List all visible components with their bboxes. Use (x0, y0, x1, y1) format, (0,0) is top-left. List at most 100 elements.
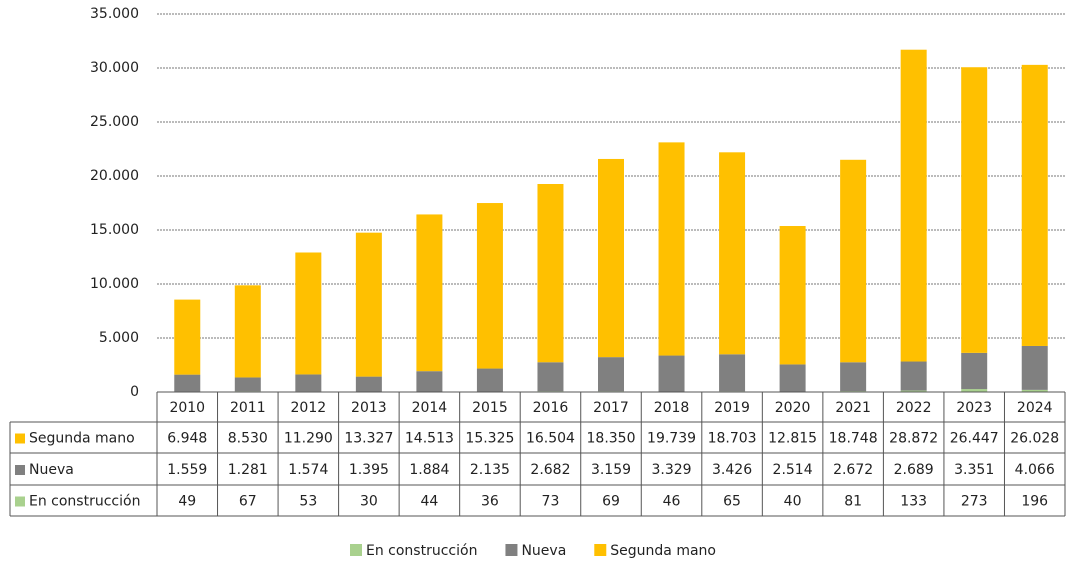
y-tick-label: 10.000 (90, 276, 139, 292)
table-cell: 11.290 (284, 431, 333, 447)
table-cell: 46 (663, 494, 681, 510)
legend-label: Segunda mano (610, 543, 716, 559)
bar (235, 377, 261, 391)
legend-label: En construcción (366, 543, 477, 559)
table-cell: 1.574 (288, 462, 328, 478)
table-cell: 19.739 (647, 431, 696, 447)
legend-label: Nueva (521, 543, 566, 559)
table-cell: 2.689 (894, 462, 934, 478)
table-cell: 3.351 (954, 462, 994, 478)
table-cell: 3.426 (712, 462, 752, 478)
bar (598, 159, 624, 357)
bar (537, 362, 563, 391)
bar (477, 203, 503, 369)
table-cell: 18.703 (708, 431, 757, 447)
bar (295, 374, 321, 391)
bar (1022, 346, 1048, 390)
bar (780, 226, 806, 364)
x-tick-label: 2022 (896, 400, 932, 416)
x-tick-label: 2014 (412, 400, 448, 416)
y-tick-label: 30.000 (90, 60, 139, 76)
bar (477, 369, 503, 392)
table-cell: 53 (299, 494, 317, 510)
table-cell: 15.325 (465, 431, 514, 447)
bar (961, 353, 987, 389)
bar (901, 362, 927, 391)
table-cell: 1.884 (409, 462, 449, 478)
y-tick-label: 25.000 (90, 114, 139, 130)
table-cell: 2.682 (530, 462, 570, 478)
table-cell: 133 (900, 494, 927, 510)
y-tick-label: 20.000 (90, 168, 139, 184)
table-cell: 3.329 (651, 462, 691, 478)
table-cell: 26.447 (950, 431, 999, 447)
table-cell: 12.815 (768, 431, 817, 447)
table-cell: 73 (542, 494, 560, 510)
bar (961, 67, 987, 353)
bar (416, 214, 442, 371)
bar (416, 371, 442, 391)
x-tick-label: 2017 (593, 400, 629, 416)
x-tick-label: 2013 (351, 400, 387, 416)
x-tick-label: 2018 (654, 400, 690, 416)
bar (174, 300, 200, 375)
legend-key (505, 544, 517, 556)
bar (537, 184, 563, 362)
x-tick-label: 2019 (714, 400, 750, 416)
row-key (15, 497, 25, 507)
x-tick-label: 2016 (533, 400, 569, 416)
bar (659, 142, 685, 355)
x-tick-label: 2011 (230, 400, 266, 416)
y-tick-label: 0 (130, 384, 139, 400)
bar (1022, 65, 1048, 346)
table-cell: 196 (1021, 494, 1048, 510)
bar (659, 356, 685, 392)
bar (719, 354, 745, 391)
table-cell: 6.948 (167, 431, 207, 447)
y-tick-label: 15.000 (90, 222, 139, 238)
table-cell: 8.530 (228, 431, 268, 447)
legend-key (594, 544, 606, 556)
table-cell: 44 (420, 494, 438, 510)
table-cell: 2.672 (833, 462, 873, 478)
table-cell: 273 (961, 494, 988, 510)
x-tick-label: 2012 (291, 400, 327, 416)
bar (840, 362, 866, 391)
table-cell: 4.066 (1015, 462, 1055, 478)
table-cell: 67 (239, 494, 257, 510)
y-tick-label: 35.000 (90, 6, 139, 22)
x-tick-label: 2023 (956, 400, 992, 416)
bar (174, 375, 200, 392)
table-cell: 14.513 (405, 431, 454, 447)
x-tick-label: 2010 (169, 400, 205, 416)
table-cell: 13.327 (344, 431, 393, 447)
table-cell: 40 (784, 494, 802, 510)
bar (719, 152, 745, 354)
table-cell: 3.159 (591, 462, 631, 478)
row-key (15, 434, 25, 444)
table-cell: 49 (178, 494, 196, 510)
row-label: Segunda mano (29, 431, 135, 447)
bar (295, 252, 321, 374)
table-cell: 65 (723, 494, 741, 510)
table-cell: 36 (481, 494, 499, 510)
x-tick-label: 2020 (775, 400, 811, 416)
row-label: En construcción (29, 494, 140, 510)
bar (356, 233, 382, 377)
table-cell: 69 (602, 494, 620, 510)
table-cell: 18.748 (829, 431, 878, 447)
table-cell: 2.514 (773, 462, 813, 478)
y-tick-label: 5.000 (99, 330, 139, 346)
table-cell: 81 (844, 494, 862, 510)
bar (356, 377, 382, 392)
table-cell: 18.350 (587, 431, 636, 447)
bar (901, 50, 927, 362)
bar (840, 160, 866, 362)
legend-key (350, 544, 362, 556)
x-tick-label: 2024 (1017, 400, 1053, 416)
table-cell: 30 (360, 494, 378, 510)
bar (780, 364, 806, 391)
table-cell: 1.559 (167, 462, 207, 478)
table-cell: 16.504 (526, 431, 575, 447)
bar (598, 357, 624, 391)
